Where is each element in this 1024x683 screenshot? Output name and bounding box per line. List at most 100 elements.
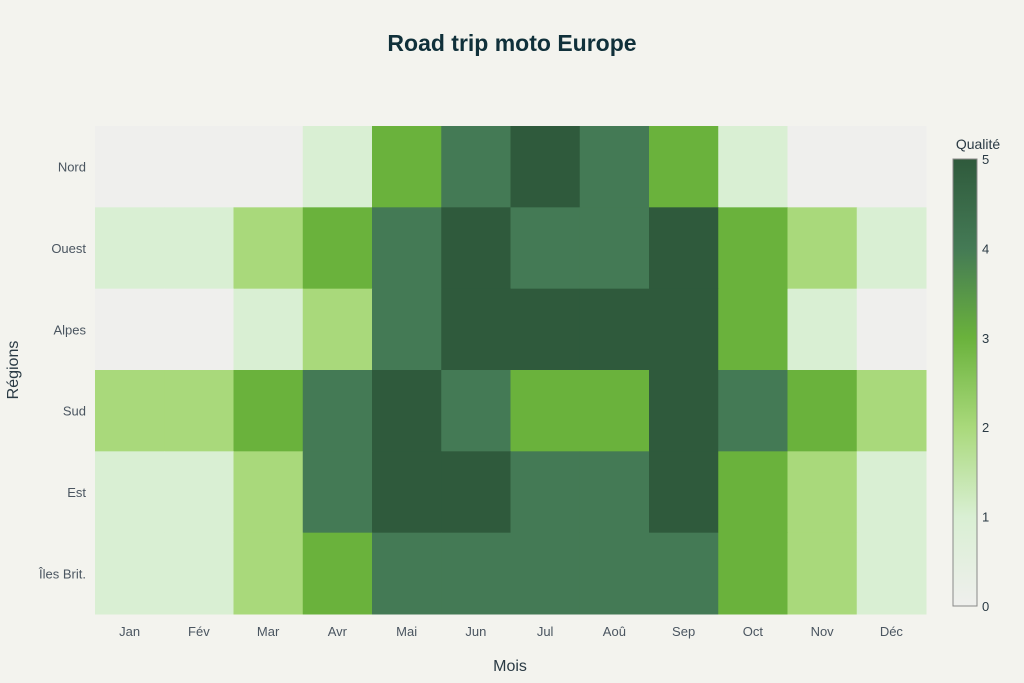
x-tick-label: Mai	[396, 624, 417, 639]
heatmap-cell	[372, 451, 442, 534]
heatmap-cell	[95, 126, 165, 208]
heatmap-cell	[441, 288, 511, 371]
heatmap-cell	[649, 288, 719, 371]
y-tick-label: Est	[67, 485, 86, 500]
x-tick-label: Jun	[465, 624, 486, 639]
heatmap-cell	[856, 451, 927, 534]
heatmap-cell	[649, 370, 719, 452]
heatmap-cell	[95, 207, 165, 290]
colorbar-tick-label: 3	[982, 331, 989, 346]
heatmap-cell	[372, 532, 442, 615]
heatmap-cell	[164, 207, 234, 290]
heatmap-cell	[372, 288, 442, 371]
heatmap-cell	[302, 126, 373, 208]
heatmap-cell	[441, 451, 511, 534]
x-tick-label: Sep	[672, 624, 695, 639]
x-tick-label: Jan	[119, 624, 140, 639]
heatmap-cell	[95, 370, 165, 452]
heatmap-cell	[787, 370, 858, 452]
heatmap-cell	[579, 207, 650, 290]
heatmap-cell	[233, 126, 304, 208]
heatmap-cell	[95, 288, 165, 371]
heatmap-cell	[510, 126, 581, 208]
colorbar	[952, 158, 978, 607]
heatmap-cell	[302, 370, 373, 452]
heatmap-cell	[718, 288, 788, 371]
heatmap-cell	[856, 370, 927, 452]
colorbar-tick-label: 1	[982, 510, 989, 525]
x-tick-label: Oct	[743, 624, 764, 639]
heatmap-cell	[718, 451, 788, 534]
x-tick-label: Mar	[257, 624, 280, 639]
heatmap-cell	[510, 451, 581, 534]
heatmap-cell	[579, 451, 650, 534]
heatmap-cell	[787, 207, 858, 290]
heatmap-cell	[302, 288, 373, 371]
heatmap-cell	[718, 370, 788, 452]
heatmap-cell	[233, 370, 304, 452]
colorbar-tick-label: 4	[982, 241, 989, 256]
heatmap-cell	[649, 451, 719, 534]
heatmap-cell	[510, 207, 581, 290]
heatmap-cell	[649, 207, 719, 290]
heatmap-cell	[510, 288, 581, 371]
heatmap-cell	[856, 207, 927, 290]
y-tick-label: Nord	[58, 160, 86, 175]
x-tick-label: Aoû	[603, 624, 626, 639]
heatmap-cell	[718, 532, 788, 615]
x-tick-label: Fév	[188, 624, 210, 639]
y-tick-label: Îles Brit.	[38, 566, 86, 581]
heatmap-cell	[441, 532, 511, 615]
heatmap-cell	[95, 532, 165, 615]
chart-title: Road trip moto Europe	[387, 30, 637, 56]
heatmap-cell	[787, 532, 858, 615]
x-tick-label: Nov	[811, 624, 835, 639]
heatmap-cell	[510, 532, 581, 615]
heatmap-cell	[302, 451, 373, 534]
heatmap-cell	[95, 451, 165, 534]
heatmap-cell	[787, 126, 858, 208]
heatmap-cell	[510, 370, 581, 452]
x-axis-label: Mois	[493, 658, 527, 675]
heatmap-cell	[718, 126, 788, 208]
heatmap-cell	[372, 370, 442, 452]
heatmap-cell	[579, 532, 650, 615]
heatmap-cell	[579, 288, 650, 371]
heatmap-cell	[787, 451, 858, 534]
colorbar-tick-label: 5	[982, 152, 989, 167]
heatmap-cell	[856, 532, 927, 615]
y-tick-label: Alpes	[53, 322, 86, 337]
heatmap-cell	[164, 451, 234, 534]
heatmap-cell	[302, 532, 373, 615]
heatmap-cell	[718, 207, 788, 290]
heatmap-cell	[233, 207, 304, 290]
y-axis-label: Régions	[5, 341, 22, 400]
heatmap-cell	[579, 370, 650, 452]
heatmap-cell	[856, 288, 927, 371]
heatmap-cell	[164, 532, 234, 615]
x-tick-label: Avr	[328, 624, 348, 639]
heatmap-cell	[302, 207, 373, 290]
heatmap-cell	[856, 126, 927, 208]
heatmap-cell	[233, 532, 304, 615]
y-tick-label: Sud	[63, 404, 86, 419]
heatmap-cell	[787, 288, 858, 371]
heatmap-cell	[649, 126, 719, 208]
heatmap-cell	[164, 370, 234, 452]
heatmap-cell	[372, 207, 442, 290]
heatmap-cell	[233, 451, 304, 534]
heatmap-cell	[233, 288, 304, 371]
x-tick-label: Déc	[880, 624, 904, 639]
heatmap-cell	[164, 126, 234, 208]
x-tick-label: Jul	[537, 624, 554, 639]
heatmap-cell	[441, 370, 511, 452]
heatmap-cell	[441, 207, 511, 290]
colorbar-tick-label: 0	[982, 599, 989, 614]
heatmap-cell	[441, 126, 511, 208]
heatmap-cell	[579, 126, 650, 208]
y-tick-label: Ouest	[51, 241, 86, 256]
heatmap-cell	[372, 126, 442, 208]
heatmap-cell	[649, 532, 719, 615]
heatmap-cell	[164, 288, 234, 371]
